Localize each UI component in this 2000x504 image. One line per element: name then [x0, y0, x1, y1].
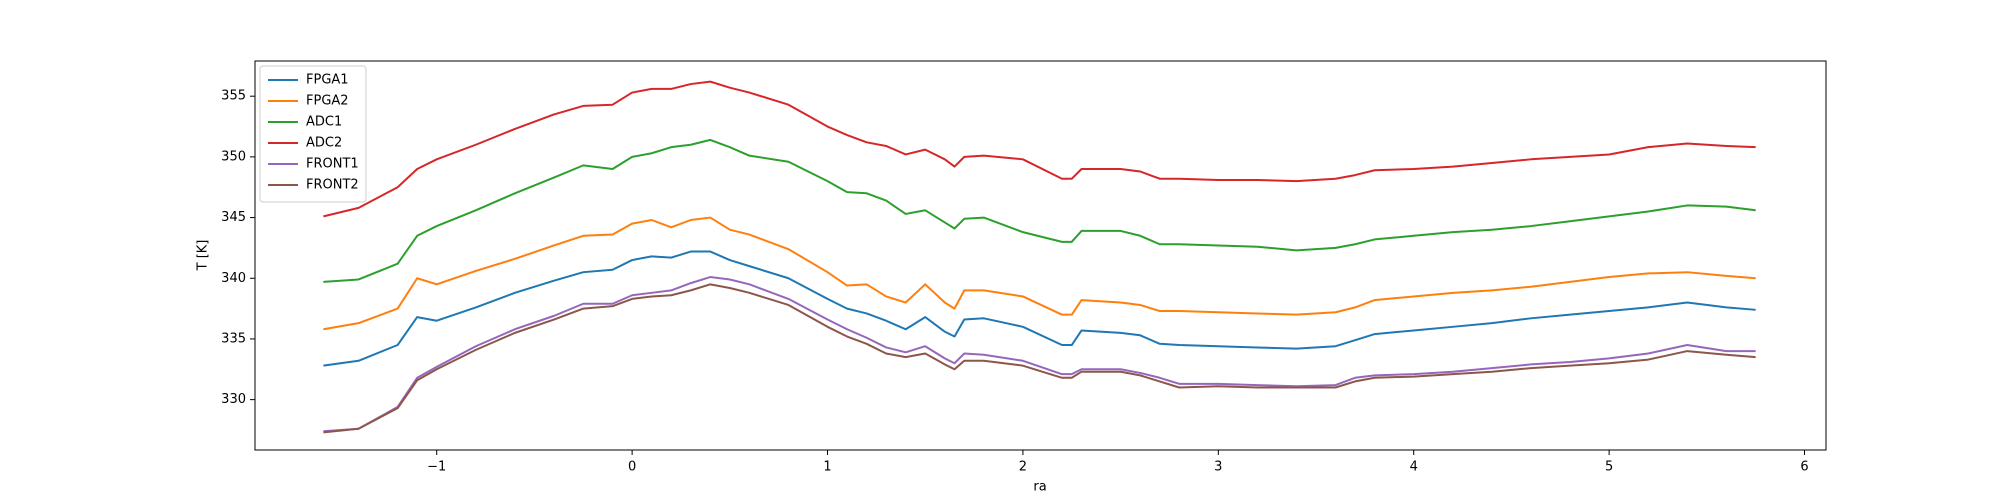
y-tick-label: 340 — [221, 271, 246, 286]
y-tick-label: 350 — [221, 149, 246, 164]
legend-label: ADC1 — [306, 115, 342, 130]
series-line — [323, 80, 1756, 218]
x-tick-label: −1 — [427, 460, 446, 475]
legend-label: FRONT2 — [306, 178, 359, 193]
series-line — [323, 276, 1756, 433]
series-line — [323, 250, 1756, 367]
series-line — [323, 138, 1756, 283]
legend-label: FPGA1 — [306, 73, 349, 88]
x-tick-label: 3 — [1214, 460, 1222, 475]
legend-label: FPGA2 — [306, 94, 349, 109]
legend-label: ADC2 — [306, 136, 342, 151]
y-tick-label: 335 — [221, 331, 246, 346]
y-tick-label: 330 — [221, 392, 246, 407]
legend-label: FRONT1 — [306, 157, 359, 172]
y-tick-label: 345 — [221, 210, 246, 225]
legend: FPGA1 FPGA2 ADC1 ADC2 FRONT1 FRONT2 — [259, 65, 367, 203]
plot-frame — [254, 60, 1827, 451]
x-tick-label: 0 — [628, 460, 636, 475]
x-tick-label: 6 — [1800, 460, 1808, 475]
series-line — [323, 283, 1756, 434]
x-tick-label: 1 — [823, 460, 831, 475]
x-tick-label: 2 — [1019, 460, 1027, 475]
x-axis-label: ra — [1033, 480, 1046, 495]
y-tick-label: 355 — [221, 89, 246, 104]
y-axis-label: T [K] — [196, 240, 211, 272]
x-tick-label: 4 — [1410, 460, 1418, 475]
x-tick-label: 5 — [1605, 460, 1613, 475]
series-line — [323, 216, 1756, 331]
